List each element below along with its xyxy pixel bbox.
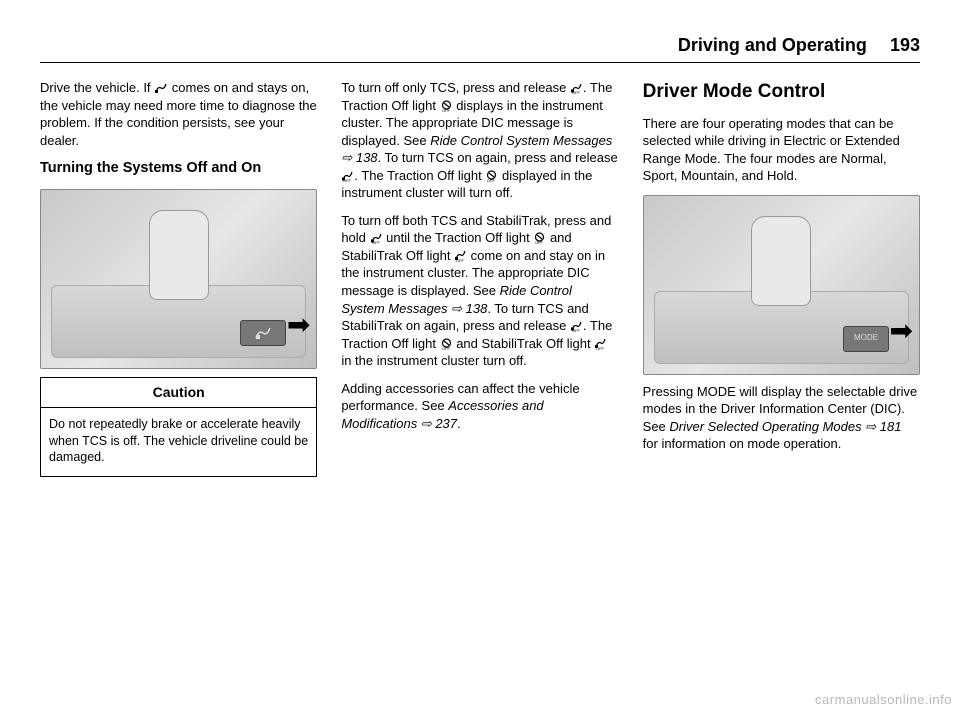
caution-body: Do not repeatedly brake or accelerate he… — [41, 408, 316, 477]
link-ride-control: Ride Control System Messages — [430, 133, 612, 148]
text: . To turn TCS on again, press and releas… — [378, 150, 618, 165]
column-1: Drive the vehicle. If comes on and stays… — [40, 79, 317, 477]
column-2: To turn off only TCS, press and release … — [341, 79, 618, 477]
figure-shifter — [149, 210, 209, 300]
figure-shifter — [751, 216, 811, 306]
figure-tcs-button: ➡ — [40, 189, 317, 369]
pointer-arrow-icon: ➡ — [287, 306, 310, 344]
col1-subhead: Turning the Systems Off and On — [40, 159, 317, 179]
col3-para1: There are four operating modes that can … — [643, 115, 920, 185]
link-page: ⇨ 237 — [417, 416, 457, 431]
svg-text:OFF: OFF — [572, 90, 581, 94]
stabilitrak-off-icon: OFF — [454, 250, 467, 262]
pointer-arrow-icon: ➡ — [890, 312, 913, 350]
section-title: Driving and Operating — [678, 35, 867, 55]
tcs-button-icon: OFF — [341, 170, 354, 182]
stabilitrak-icon — [254, 326, 272, 340]
page-number: 193 — [890, 35, 920, 55]
tcs-button-icon: OFF — [370, 232, 383, 244]
text: Drive the vehicle. If — [40, 80, 154, 95]
figure-tcs-button — [240, 320, 286, 346]
col3-para2: Pressing MODE will display the selectabl… — [643, 383, 920, 453]
svg-text:OFF: OFF — [456, 258, 465, 262]
svg-text:OFF: OFF — [442, 346, 451, 350]
svg-text:OFF: OFF — [487, 178, 496, 182]
caution-heading: Caution — [41, 378, 316, 408]
figure-mode-button: MODE — [843, 326, 889, 352]
tcs-button-icon: OFF — [570, 320, 583, 332]
col2-para3: Adding accessories can affect the vehicl… — [341, 380, 618, 433]
text: in the instrument cluster turn off. — [341, 353, 526, 368]
content-columns: Drive the vehicle. If comes on and stays… — [40, 79, 920, 477]
traction-off-icon: OFF — [485, 170, 498, 182]
stabilitrak-off-icon: OFF — [594, 338, 607, 350]
svg-text:OFF: OFF — [535, 240, 544, 244]
stabilitrak-icon — [154, 82, 168, 94]
page-header: Driving and Operating 193 — [40, 35, 920, 56]
traction-off-icon: OFF — [440, 338, 453, 350]
link-page: ⇨ 138 — [448, 301, 488, 316]
link-page: ⇨ 181 — [862, 419, 902, 434]
svg-text:OFF: OFF — [372, 240, 381, 244]
svg-text:OFF: OFF — [572, 328, 581, 332]
col2-para1: To turn off only TCS, press and release … — [341, 79, 618, 202]
svg-text:OFF: OFF — [442, 108, 451, 112]
col3-heading: Driver Mode Control — [643, 79, 920, 105]
traction-off-icon: OFF — [440, 100, 453, 112]
tcs-button-icon: OFF — [570, 82, 583, 94]
link-page: ⇨ 138 — [341, 150, 377, 165]
caution-box: Caution Do not repeatedly brake or accel… — [40, 377, 317, 478]
watermark: carmanualsonline.info — [815, 692, 952, 707]
header-rule — [40, 62, 920, 63]
svg-text:OFF: OFF — [343, 178, 352, 182]
manual-page: Driving and Operating 193 Drive the vehi… — [40, 35, 920, 643]
text: for information on mode operation. — [643, 436, 842, 451]
col1-para1: Drive the vehicle. If comes on and stays… — [40, 79, 317, 149]
text: . — [457, 416, 461, 431]
link-driver-modes: Driver Selected Operating Modes — [669, 419, 861, 434]
text: and StabiliTrak Off light — [453, 336, 595, 351]
svg-text:OFF: OFF — [596, 346, 605, 350]
traction-off-icon: OFF — [533, 232, 546, 244]
column-3: Driver Mode Control There are four opera… — [643, 79, 920, 477]
col2-para2: To turn off both TCS and StabiliTrak, pr… — [341, 212, 618, 370]
text: . The Traction Off light — [354, 168, 485, 183]
text: until the Traction Off light — [383, 230, 534, 245]
figure-mode-button: MODE ➡ — [643, 195, 920, 375]
text: To turn off only TCS, press and release — [341, 80, 570, 95]
